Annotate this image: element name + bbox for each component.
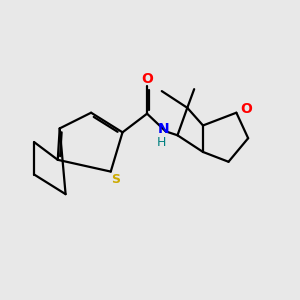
Text: O: O [141,72,153,86]
Text: H: H [157,136,167,148]
Text: S: S [111,173,120,186]
Text: O: O [240,102,252,116]
Text: N: N [158,122,170,136]
